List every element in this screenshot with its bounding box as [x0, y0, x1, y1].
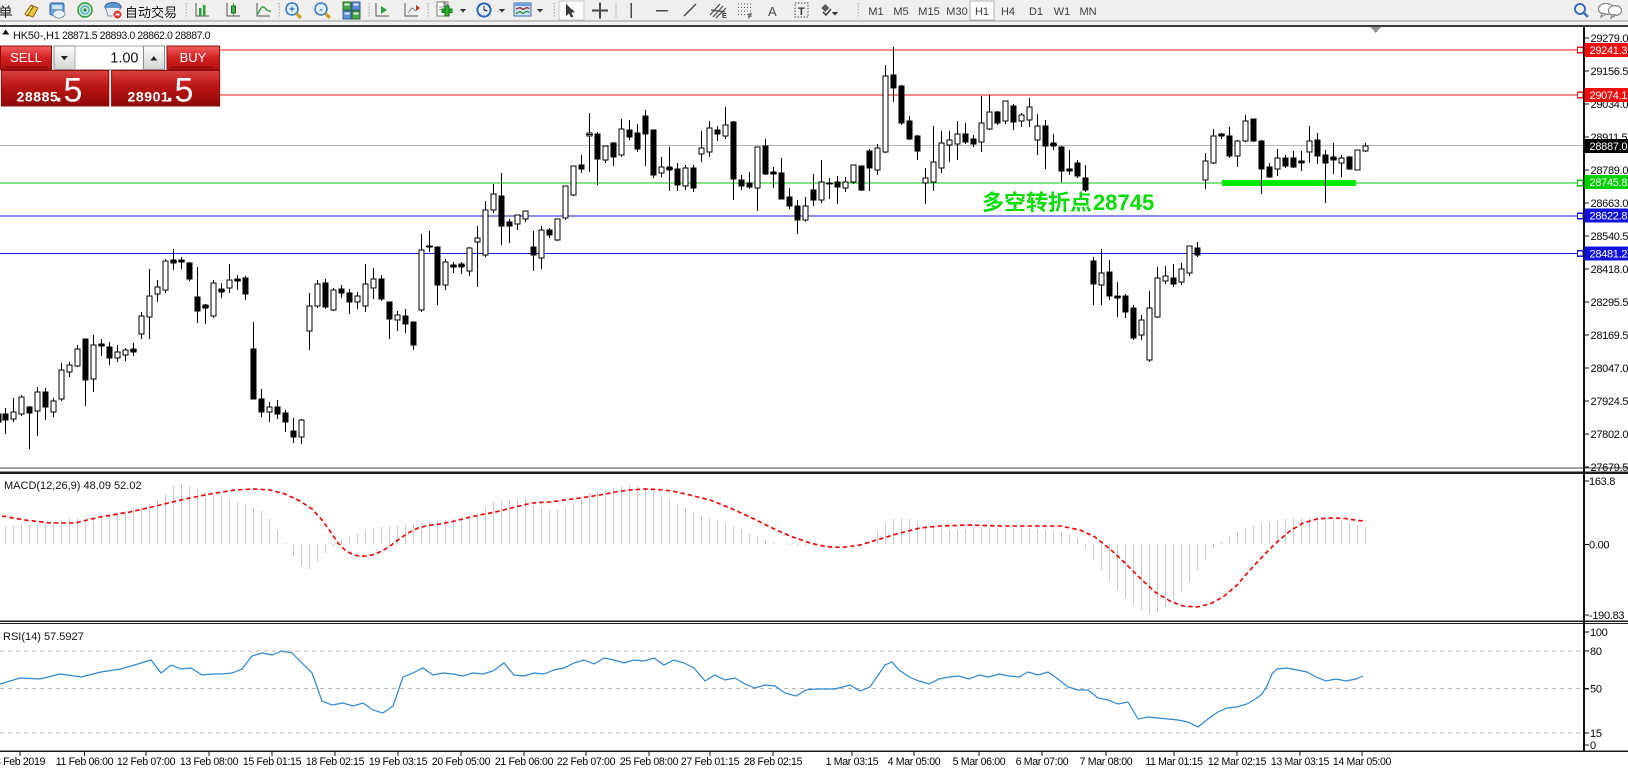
- svg-text:4 Mar 05:00: 4 Mar 05:00: [888, 756, 941, 768]
- svg-text:28 Feb 02:15: 28 Feb 02:15: [744, 756, 803, 768]
- svg-text:28885: 28885: [17, 89, 59, 105]
- svg-text:0.00: 0.00: [1589, 540, 1609, 552]
- svg-text:25 Feb 08:00: 25 Feb 08:00: [620, 756, 679, 768]
- svg-text:163.8: 163.8: [1589, 476, 1615, 488]
- svg-text:T: T: [798, 6, 805, 18]
- svg-text:28169.5: 28169.5: [1591, 330, 1628, 342]
- svg-text:M5: M5: [893, 6, 908, 18]
- svg-text:12 Mar 02:15: 12 Mar 02:15: [1208, 756, 1267, 768]
- svg-text:0: 0: [1590, 740, 1596, 752]
- svg-text:MN: MN: [1079, 6, 1096, 18]
- svg-text:A: A: [768, 4, 777, 19]
- svg-text:18 Feb 02:15: 18 Feb 02:15: [306, 756, 365, 768]
- svg-text:.5: .5: [165, 72, 193, 110]
- svg-text:1 Mar 03:15: 1 Mar 03:15: [826, 756, 879, 768]
- svg-text:14 Mar 05:00: 14 Mar 05:00: [1333, 756, 1392, 768]
- svg-text:H1: H1: [975, 6, 989, 18]
- svg-text:80: 80: [1590, 646, 1602, 658]
- svg-text:22 Feb 07:00: 22 Feb 07:00: [557, 756, 616, 768]
- svg-text:28047.0: 28047.0: [1591, 363, 1628, 375]
- svg-text:7 Mar 08:00: 7 Mar 08:00: [1080, 756, 1133, 768]
- svg-text:28295.5: 28295.5: [1591, 297, 1628, 309]
- svg-text:28745.8: 28745.8: [1590, 177, 1628, 189]
- svg-text:29279.0: 29279.0: [1591, 33, 1628, 45]
- svg-text:13 Feb 08:00: 13 Feb 08:00: [180, 756, 239, 768]
- svg-text:28481.2: 28481.2: [1590, 249, 1628, 261]
- svg-text:11 Feb 06:00: 11 Feb 06:00: [56, 756, 114, 768]
- svg-text:W1: W1: [1054, 6, 1071, 18]
- svg-text:27 Feb 01:15: 27 Feb 01:15: [681, 756, 740, 768]
- svg-text:8 Feb 2019: 8 Feb 2019: [0, 756, 46, 768]
- svg-text:13 Mar 03:15: 13 Mar 03:15: [1271, 756, 1330, 768]
- svg-text:15 Feb 01:15: 15 Feb 01:15: [243, 756, 302, 768]
- svg-text:28418.0: 28418.0: [1591, 264, 1628, 276]
- svg-text:28887.0: 28887.0: [1590, 141, 1628, 153]
- svg-text:BUY: BUY: [180, 50, 207, 65]
- svg-text:12 Feb 07:00: 12 Feb 07:00: [117, 756, 176, 768]
- svg-text:28901: 28901: [128, 89, 170, 105]
- svg-text:29241.3: 29241.3: [1590, 45, 1628, 57]
- svg-text:RSI(14) 57.5927: RSI(14) 57.5927: [3, 631, 84, 643]
- svg-text:27924.5: 27924.5: [1591, 396, 1628, 408]
- svg-text:MACD(12,26,9) 48.09 52.02: MACD(12,26,9) 48.09 52.02: [4, 480, 142, 492]
- svg-text:+: +: [289, 5, 295, 16]
- svg-text:E: E: [722, 13, 727, 20]
- svg-text:50: 50: [1590, 684, 1602, 696]
- svg-text:M30: M30: [946, 6, 967, 18]
- svg-text:28540.5: 28540.5: [1591, 231, 1628, 243]
- svg-text:100: 100: [1590, 627, 1608, 639]
- svg-text:29034.0: 29034.0: [1591, 99, 1628, 111]
- svg-text:29074.1: 29074.1: [1590, 90, 1628, 102]
- svg-text:.5: .5: [54, 72, 82, 110]
- svg-text:5 Mar 06:00: 5 Mar 06:00: [953, 756, 1006, 768]
- svg-text:M1: M1: [868, 6, 883, 18]
- svg-text:H4: H4: [1001, 6, 1015, 18]
- svg-text:29156.5: 29156.5: [1591, 66, 1628, 78]
- svg-text:-190.83: -190.83: [1589, 610, 1624, 622]
- svg-text:28871.5 28893.0 28862.0 28887.: 28871.5 28893.0 28862.0 28887.0: [62, 30, 211, 42]
- svg-text:20 Feb 05:00: 20 Feb 05:00: [432, 756, 491, 768]
- svg-text:-: -: [319, 5, 322, 16]
- svg-text:28622.8: 28622.8: [1590, 211, 1628, 223]
- svg-text:19 Feb 03:15: 19 Feb 03:15: [369, 756, 428, 768]
- svg-text:F: F: [748, 14, 753, 21]
- svg-text:28789.0: 28789.0: [1591, 165, 1628, 177]
- svg-text:1.00: 1.00: [110, 51, 138, 67]
- svg-text:15: 15: [1590, 728, 1602, 740]
- svg-text:11 Mar 01:15: 11 Mar 01:15: [1145, 756, 1203, 768]
- svg-text:27679.5: 27679.5: [1591, 462, 1628, 474]
- svg-text:28745: 28745: [1093, 190, 1154, 215]
- svg-text:28663.0: 28663.0: [1591, 198, 1628, 210]
- svg-text:HK50-,H1: HK50-,H1: [13, 30, 60, 42]
- svg-text:6 Mar 07:00: 6 Mar 07:00: [1016, 756, 1069, 768]
- svg-text:21 Feb 06:00: 21 Feb 06:00: [495, 756, 554, 768]
- svg-text:D1: D1: [1029, 6, 1043, 18]
- svg-text:SELL: SELL: [10, 50, 42, 65]
- svg-text:27802.0: 27802.0: [1591, 429, 1628, 441]
- svg-text:M15: M15: [918, 6, 939, 18]
